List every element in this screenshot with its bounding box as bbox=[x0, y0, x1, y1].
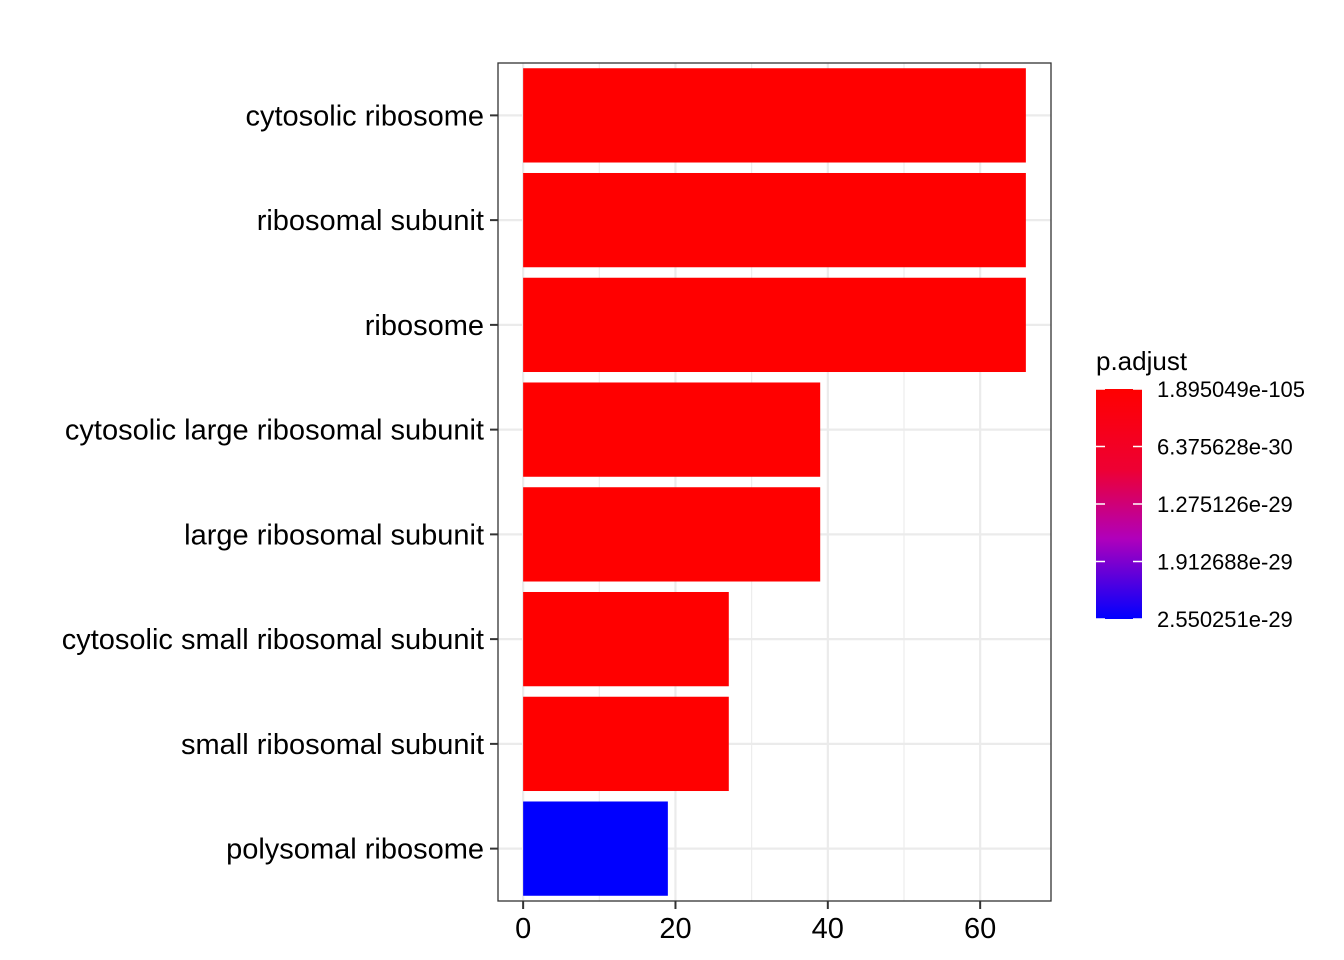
y-tick-label: ribosome bbox=[365, 310, 484, 342]
legend-label: 6.375628e-30 bbox=[1157, 435, 1293, 460]
x-tick-label: 40 bbox=[812, 913, 844, 945]
panel-border bbox=[497, 62, 1052, 902]
y-tick-label: small ribosomal subunit bbox=[181, 729, 484, 761]
y-axis: cytosolic ribosome ribosomal subunit ribos… bbox=[62, 100, 498, 866]
bar bbox=[523, 172, 1026, 268]
y-tick-label: cytosolic small ribosomal subunit bbox=[62, 624, 484, 656]
legend-label: 1.895049e-105 bbox=[1157, 377, 1305, 402]
bar bbox=[523, 696, 729, 792]
y-tick-label: cytosolic large ribosomal subunit bbox=[65, 415, 484, 447]
x-tick-label: 60 bbox=[964, 913, 996, 945]
x-tick-label: 20 bbox=[659, 913, 691, 945]
bar bbox=[523, 487, 821, 582]
y-tick-label: large ribosomal subunit bbox=[184, 519, 484, 551]
y-tick-label: polysomal ribosome bbox=[226, 834, 484, 866]
legend-title: p.adjust bbox=[1096, 346, 1188, 376]
y-tick-label: cytosolic ribosome bbox=[245, 100, 484, 132]
legend-label: 1.275126e-29 bbox=[1157, 492, 1293, 517]
legend-label: 2.550251e-29 bbox=[1157, 607, 1293, 632]
legend-label: 1.912688e-29 bbox=[1157, 550, 1293, 575]
legend: p.adjust 1.895049e-105 6.375628e-30 1.2751… bbox=[1096, 346, 1305, 632]
bar bbox=[523, 382, 821, 477]
x-axis: 0 20 40 60 bbox=[515, 901, 996, 945]
bar bbox=[523, 277, 1026, 373]
y-tick-label: ribosomal subunit bbox=[257, 205, 484, 237]
bar bbox=[523, 801, 668, 896]
bar bbox=[523, 591, 729, 687]
bars bbox=[523, 68, 1026, 896]
x-tick-label: 0 bbox=[515, 913, 531, 945]
legend-ticks: 1.895049e-105 6.375628e-30 1.275126e-29 1.9… bbox=[1096, 377, 1305, 632]
bar bbox=[523, 68, 1026, 163]
